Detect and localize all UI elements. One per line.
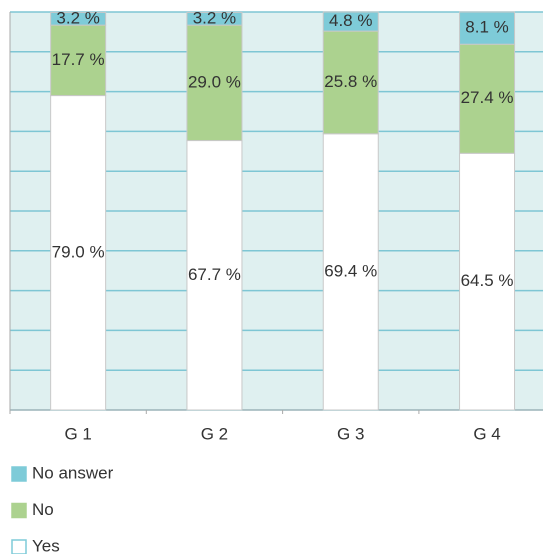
bar-segment (459, 43, 516, 154)
data-label: 17.7 % (52, 50, 105, 69)
data-label: 25.8 % (324, 72, 377, 91)
x-tick-label: G 1 (64, 424, 91, 443)
data-label: 8.1 % (465, 18, 508, 37)
bar-segment (186, 140, 243, 411)
data-label: 79.0 % (52, 242, 105, 261)
data-label: 69.4 % (324, 261, 377, 280)
data-label: 67.7 % (188, 265, 241, 284)
legend-label: No (32, 500, 54, 519)
bar-segment (459, 152, 516, 411)
bar-segment (322, 133, 379, 411)
x-tick-label: G 4 (473, 424, 500, 443)
legend-swatch (11, 539, 27, 554)
data-label: 27.4 % (461, 88, 514, 107)
bar-segment (50, 24, 107, 97)
bar-segment (322, 11, 379, 32)
legend-label: Yes (32, 536, 60, 554)
bar-segment (459, 11, 516, 45)
data-label: 64.5 % (461, 271, 514, 290)
x-tick-label: G 3 (337, 424, 364, 443)
bar-segment (186, 11, 243, 26)
data-label: 3.2 % (193, 8, 236, 27)
data-label: 4.8 % (329, 11, 372, 30)
legend-label: No answer (32, 463, 114, 482)
data-label: 29.0 % (188, 72, 241, 91)
bar-segment (50, 11, 107, 26)
data-label: 3.2 % (56, 8, 99, 27)
x-tick-label: G 2 (201, 424, 228, 443)
legend-swatch (11, 466, 27, 482)
legend-swatch (11, 502, 27, 519)
